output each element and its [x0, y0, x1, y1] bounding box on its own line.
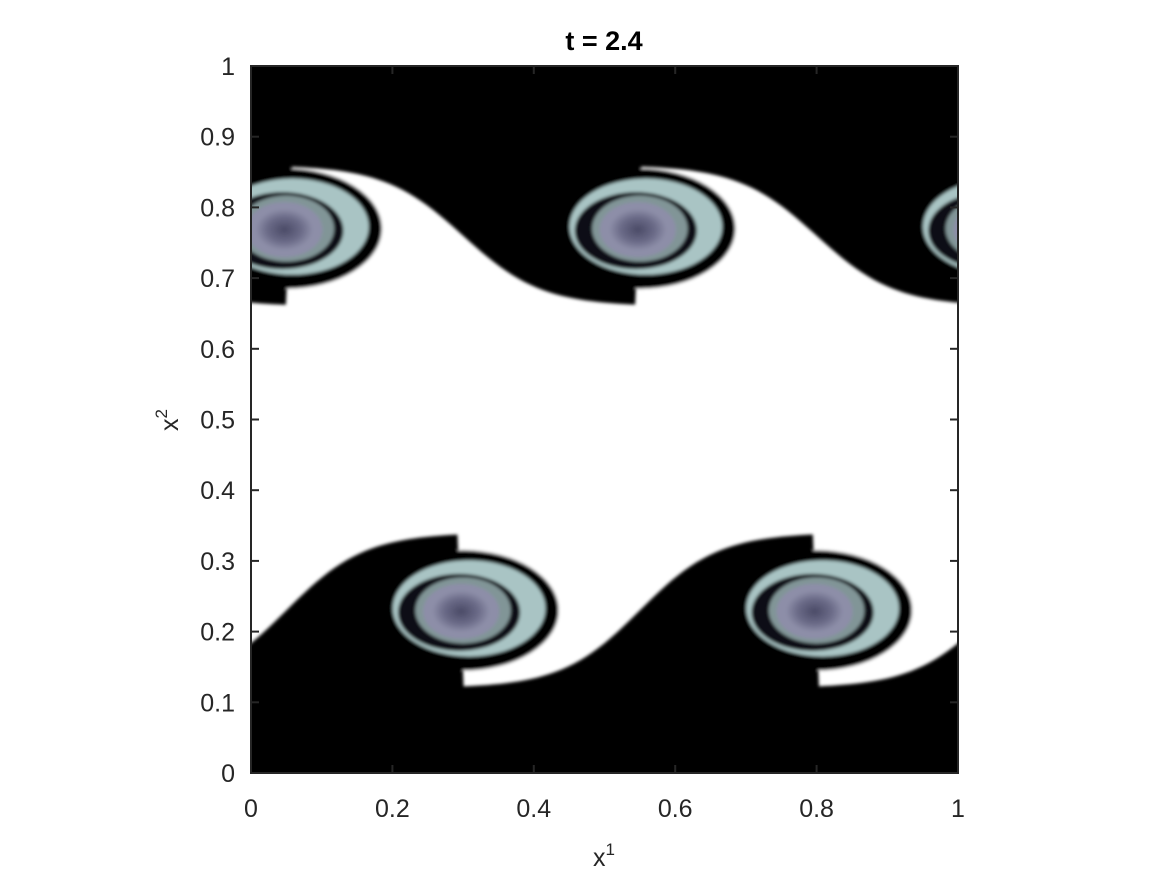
vortex: [251, 168, 382, 289]
y-tick-label: 0.9: [200, 124, 235, 152]
vortex-core: [599, 201, 677, 258]
vortex-core: [422, 583, 500, 640]
vortex: [721, 550, 913, 671]
vortex-spiral-arm: [945, 206, 958, 251]
chart-title: t = 2.4: [565, 26, 642, 56]
y-tick-label: 1: [221, 53, 235, 81]
y-axis: 0 0.1 0.2 0.3 0.4 0.5 0.6 0.7 0.8 0.9 1: [200, 53, 958, 788]
x-axis-label-base: x: [593, 844, 606, 872]
x-tick-label: 1: [951, 795, 965, 823]
vortex-core: [251, 201, 323, 258]
x-axis-label-sup: 1: [606, 840, 615, 859]
y-tick-label: 0.7: [200, 265, 235, 293]
x-tick-label: 0.6: [658, 795, 693, 823]
y-tick-label: 0: [221, 760, 235, 788]
y-tick-label: 0.3: [200, 548, 235, 576]
x-axis-label: x1: [593, 840, 615, 872]
vortex: [897, 172, 958, 285]
heatmap-field: [251, 66, 958, 773]
y-tick-label: 0.6: [200, 336, 235, 364]
y-tick-label: 0.4: [200, 477, 235, 505]
x-tick-label: 0.8: [799, 795, 834, 823]
y-axis-label-base: x: [156, 418, 184, 431]
x-tick-label: 0.4: [516, 795, 551, 823]
y-tick-label: 0.2: [200, 619, 235, 647]
y-axis-label-sup: 2: [152, 409, 171, 418]
y-tick-label: 0.1: [200, 689, 235, 717]
y-tick-label: 0.8: [200, 194, 235, 222]
y-axis-label: x2: [152, 409, 184, 431]
vortex-core: [776, 583, 853, 640]
vortex: [544, 168, 736, 289]
y-tick-label: 0.5: [200, 407, 235, 435]
vortex-core: [953, 216, 958, 244]
x-tick-label: 0: [244, 795, 258, 823]
light-fluid-band: [251, 166, 958, 687]
x-axis: 0 0.2 0.4 0.6 0.8 1: [244, 66, 965, 823]
x-tick-label: 0.2: [375, 795, 410, 823]
vortex: [367, 550, 559, 671]
